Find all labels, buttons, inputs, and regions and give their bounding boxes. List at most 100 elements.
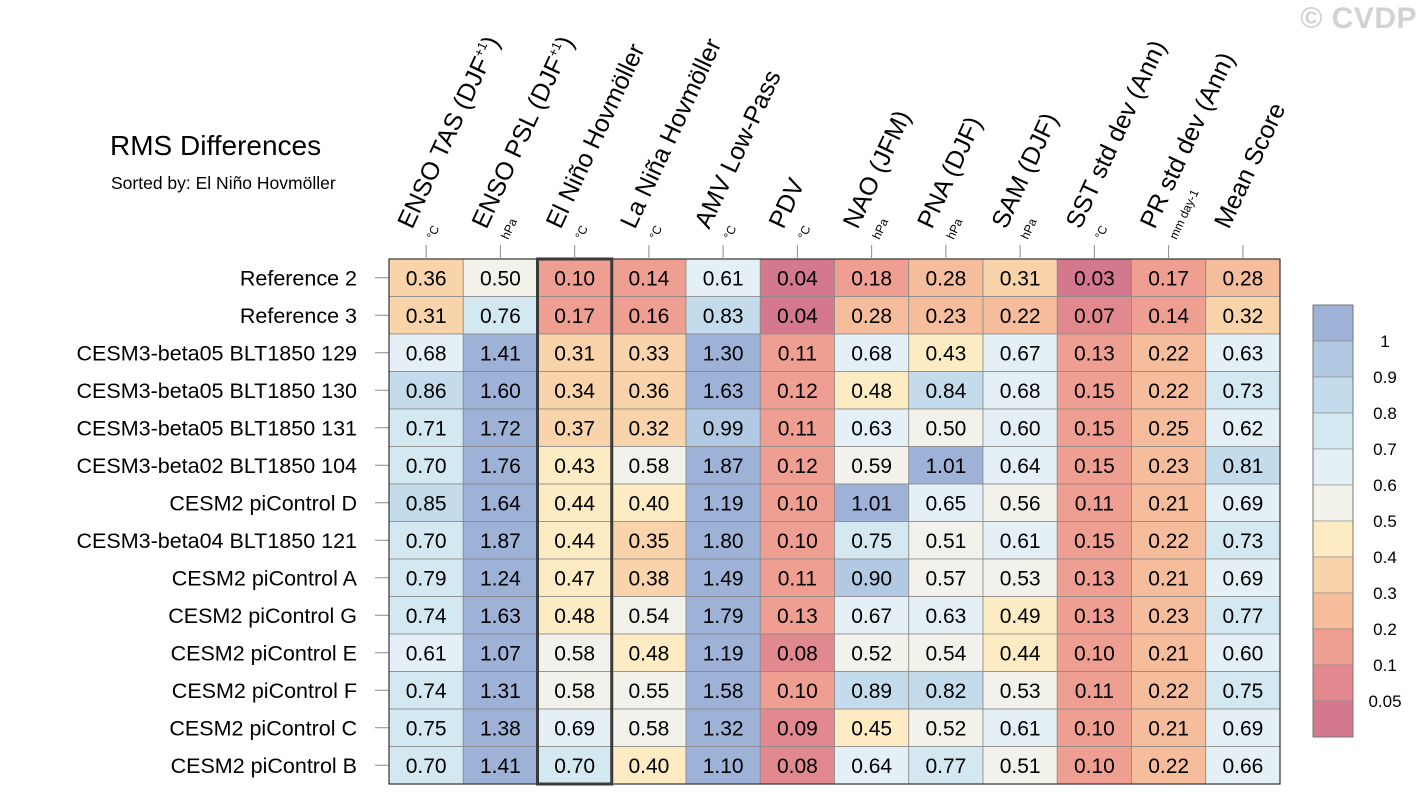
colorbar-tick-label: 0.1 [1373, 656, 1397, 675]
cell-value-label: 0.58 [628, 717, 669, 740]
cell-value-label: 1.64 [480, 492, 521, 515]
heatmap-cell [1056, 596, 1132, 635]
cell-value-label: 0.34 [554, 380, 595, 403]
heatmap-cell [759, 446, 835, 485]
heatmap-cell [1205, 333, 1281, 372]
cell-value-label: 0.59 [851, 455, 892, 478]
cell-value-label: 0.63 [1222, 342, 1263, 365]
heatmap-cell [388, 746, 464, 785]
cell-value-label: 0.63 [925, 605, 966, 628]
cell-value-label: 0.22 [1148, 755, 1189, 778]
heatmap-cell [1056, 671, 1132, 710]
cell-value-label: 0.61 [1000, 717, 1041, 740]
heatmap-cell [537, 333, 613, 372]
cell-value-label: 1.41 [480, 342, 521, 365]
heatmap-cell [537, 633, 613, 672]
cell-value-label: 0.43 [554, 455, 595, 478]
cell-value-label: 1.19 [703, 642, 744, 665]
cell-value-label: 1.31 [480, 680, 521, 703]
cell-value-label: 1.01 [925, 455, 966, 478]
colorbar-band [1312, 592, 1354, 630]
cell-value-label: 0.11 [778, 567, 817, 590]
cell-value-label: 0.68 [1000, 380, 1041, 403]
heatmap-cell [908, 558, 984, 597]
cell-value-label: 0.61 [1000, 530, 1041, 553]
heatmap-cell [1131, 633, 1207, 672]
heatmap-cell [1205, 671, 1281, 710]
cell-value-label: 0.28 [925, 267, 966, 290]
cell-value-label: 0.48 [554, 605, 595, 628]
heatmap-cell [759, 633, 835, 672]
cell-value-label: 0.14 [1148, 305, 1189, 328]
column-header: Mean Score [1209, 99, 1291, 233]
heatmap-cell [611, 746, 687, 785]
heatmap-cell [462, 708, 538, 747]
heatmap-cell [982, 633, 1058, 672]
cell-value-label: 0.10 [777, 530, 818, 553]
heatmap-cell [462, 446, 538, 485]
cell-value-label: 0.13 [777, 605, 818, 628]
cell-value-label: 0.10 [777, 492, 818, 515]
cvdp-watermark: © CVDP [1300, 2, 1417, 35]
colorbar-tick-label: 0.7 [1373, 440, 1397, 459]
heatmap-cell [462, 296, 538, 335]
heatmap-cell [462, 671, 538, 710]
cell-value-label: 0.10 [554, 267, 595, 290]
heatmap-cell [1131, 333, 1207, 372]
heatmap-cell [834, 483, 910, 522]
chart-title: RMS Differences [110, 130, 322, 161]
cell-value-label: 0.55 [628, 680, 669, 703]
heatmap-cell [685, 746, 761, 785]
row-label: CESM2 piControl A [172, 566, 358, 590]
cell-value-label: 0.23 [1148, 455, 1189, 478]
cell-value-label: 0.32 [1222, 305, 1263, 328]
heatmap-cell [982, 296, 1058, 335]
heatmap-cell [388, 408, 464, 447]
heatmap-cell [908, 708, 984, 747]
cell-value-label: 0.23 [1148, 605, 1189, 628]
cell-value-label: 0.21 [1148, 567, 1189, 590]
heatmap-cell [834, 296, 910, 335]
column-unit-label: hPa [498, 216, 520, 242]
heatmap-cell [1056, 446, 1132, 485]
colorbar-band [1312, 448, 1354, 486]
cell-value-label: 0.75 [851, 530, 892, 553]
cell-value-label: 0.36 [406, 267, 447, 290]
column-unit-label: hPa [1018, 216, 1040, 242]
cell-value-label: 0.32 [628, 417, 669, 440]
cell-value-label: 0.53 [1000, 567, 1041, 590]
heatmap-cell [388, 483, 464, 522]
cell-value-label: 0.15 [1074, 380, 1115, 403]
heatmap-cell [685, 408, 761, 447]
cell-value-label: 0.53 [1000, 680, 1041, 703]
heatmap-cell [1205, 483, 1281, 522]
heatmap-cell [611, 596, 687, 635]
row-label: Reference 3 [240, 304, 357, 328]
cell-value-label: 1.87 [480, 530, 521, 553]
cell-value-label: 0.37 [554, 417, 595, 440]
heatmap-cell [759, 333, 835, 372]
column-header-label: PDV [763, 174, 810, 233]
heatmap-cell [908, 446, 984, 485]
cell-value-label: 0.69 [554, 717, 595, 740]
row-label: CESM2 piControl F [172, 679, 357, 703]
heatmap-cell [462, 258, 538, 297]
column-unit-label: °C [424, 223, 443, 241]
colorbar-band [1312, 304, 1354, 342]
row-label: CESM3-beta02 BLT1850 104 [77, 454, 358, 478]
heatmap-cell [611, 333, 687, 372]
cell-value-label: 1.76 [480, 455, 521, 478]
cell-value-label: 0.22 [1148, 680, 1189, 703]
cell-value-label: 0.85 [406, 492, 447, 515]
cell-value-label: 0.13 [1074, 605, 1115, 628]
cell-value-label: 1.41 [480, 755, 521, 778]
heatmap-cell [1056, 746, 1132, 785]
cell-value-label: 0.11 [1075, 680, 1114, 703]
heatmap-cell [685, 483, 761, 522]
column-header-label: PNA (DJF) [912, 112, 988, 232]
cell-value-label: 1.63 [480, 605, 521, 628]
cell-value-label: 0.44 [1000, 642, 1041, 665]
heatmap-cell [462, 371, 538, 410]
heatmap-cell [1205, 708, 1281, 747]
cell-value-label: 0.22 [1148, 530, 1189, 553]
